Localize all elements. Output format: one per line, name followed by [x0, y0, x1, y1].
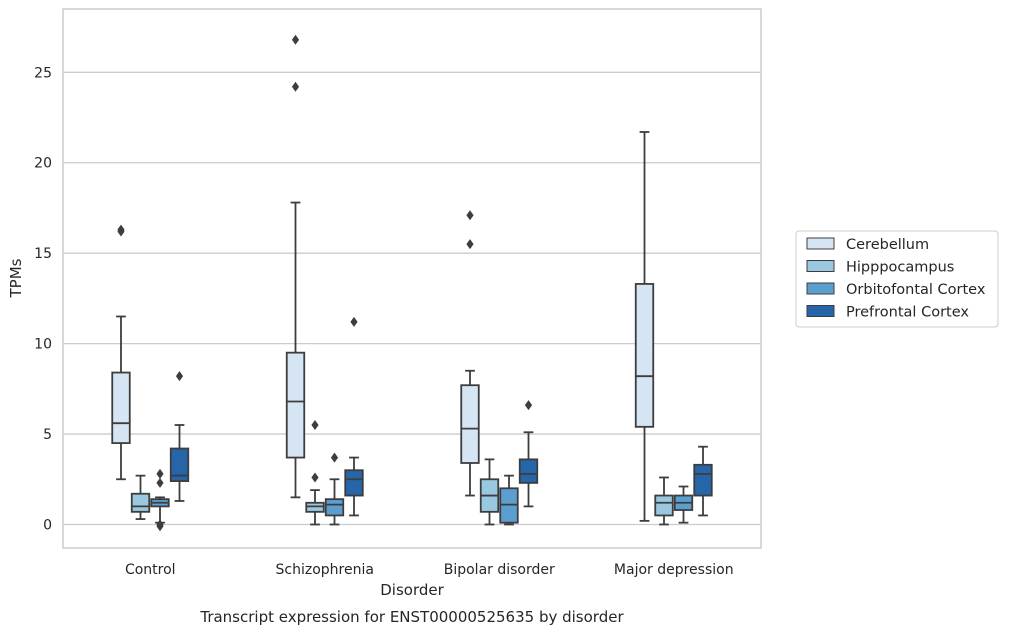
box-cerebellum-bipolar-disorder: [460, 210, 480, 497]
iqr-box: [344, 469, 364, 497]
box-hipppocampus-bipolar-disorder: [479, 458, 500, 526]
outlier-point: [156, 477, 164, 488]
outlier-point: [466, 210, 474, 221]
y-tick-label: 10: [34, 337, 52, 353]
x-tick-labels: Control Schizophrenia Bipolar disorder Majo…: [125, 562, 734, 578]
iqr-box: [499, 487, 519, 524]
box-hipppocampus-control: [130, 474, 151, 520]
legend-frame: [795, 230, 999, 328]
outlier-point: [291, 34, 300, 45]
outlier-point: [311, 472, 319, 483]
outlier-point: [311, 420, 319, 431]
outlier-point: [175, 371, 184, 382]
box-prefrontal-cortex-control: [169, 371, 190, 502]
box-prefrontal-cortex-schizophrenia: [344, 316, 364, 517]
box-cerebellum-schizophrenia: [285, 34, 306, 499]
legend-label: Orbitofontal Cortex: [846, 282, 986, 298]
legend-item: Orbitofontal Cortex: [806, 282, 986, 298]
y-tick-label: 5: [43, 427, 52, 443]
legend-item: Prefrontal Cortex: [806, 305, 969, 321]
x-tick-label: Schizophrenia: [276, 562, 374, 578]
legend-item: Hipppocampus: [806, 260, 954, 276]
legend-label: Cerebellum: [846, 237, 929, 253]
iqr-box: [634, 283, 655, 428]
iqr-box: [654, 494, 674, 517]
box-orbitofontal-cortex-control: [150, 468, 170, 532]
plot-background: [63, 9, 761, 548]
legend-label: Prefrontal Cortex: [846, 305, 969, 321]
y-tick-label: 0: [43, 517, 52, 533]
y-tick-label: 25: [34, 65, 52, 81]
box-prefrontal-cortex-major-depression: [693, 445, 713, 517]
box-orbitofontal-cortex-major-depression: [673, 485, 694, 524]
y-axis-title: TPMs: [7, 258, 25, 298]
legend-swatch: [806, 305, 835, 317]
iqr-box: [111, 371, 131, 444]
boxes: [111, 34, 713, 532]
legend-item: Cerebellum: [806, 237, 929, 253]
x-tick-label: Control: [125, 562, 176, 578]
x-tick-label: Bipolar disorder: [444, 562, 555, 578]
box-orbitofontal-cortex-bipolar-disorder: [499, 474, 519, 526]
iqr-box: [324, 498, 345, 517]
outlier-point: [156, 468, 164, 479]
chart-caption: Transcript expression for ENST0000052563…: [199, 608, 624, 626]
box-orbitofontal-cortex-schizophrenia: [324, 452, 345, 526]
legend-swatch: [806, 282, 835, 295]
iqr-box: [693, 463, 713, 497]
x-axis-title: Disorder: [380, 581, 444, 599]
iqr-box: [460, 384, 480, 464]
box-cerebellum-major-depression: [634, 131, 655, 522]
y-tick-label: 20: [34, 156, 52, 172]
plot-frame: [62, 8, 762, 549]
legend-swatch: [806, 260, 835, 272]
iqr-box: [518, 458, 539, 484]
iqr-box: [130, 492, 151, 513]
outlier-point: [466, 239, 474, 250]
iqr-box: [305, 501, 325, 513]
outlier-point: [291, 81, 300, 92]
iqr-box: [285, 351, 306, 459]
box-prefrontal-cortex-bipolar-disorder: [518, 400, 539, 508]
legend: Cerebellum Hipppocampus Orbitofontal Corte…: [795, 230, 999, 328]
legend-label: Hipppocampus: [846, 260, 954, 276]
x-tick-label: Major depression: [614, 562, 734, 578]
box-hipppocampus-major-depression: [654, 476, 674, 526]
box-cerebellum-control: [111, 224, 131, 481]
y-tick-labels: 0 5 10 15 20 25: [34, 65, 52, 533]
box-hipppocampus-schizophrenia: [305, 420, 325, 526]
outlier-point: [524, 400, 533, 411]
legend-swatch: [806, 237, 835, 250]
outlier-point: [350, 316, 358, 327]
outlier-point: [330, 452, 339, 463]
iqr-box: [169, 447, 190, 482]
y-tick-label: 15: [34, 246, 52, 262]
outlier-point: [117, 226, 125, 237]
outlier-point: [156, 521, 164, 532]
